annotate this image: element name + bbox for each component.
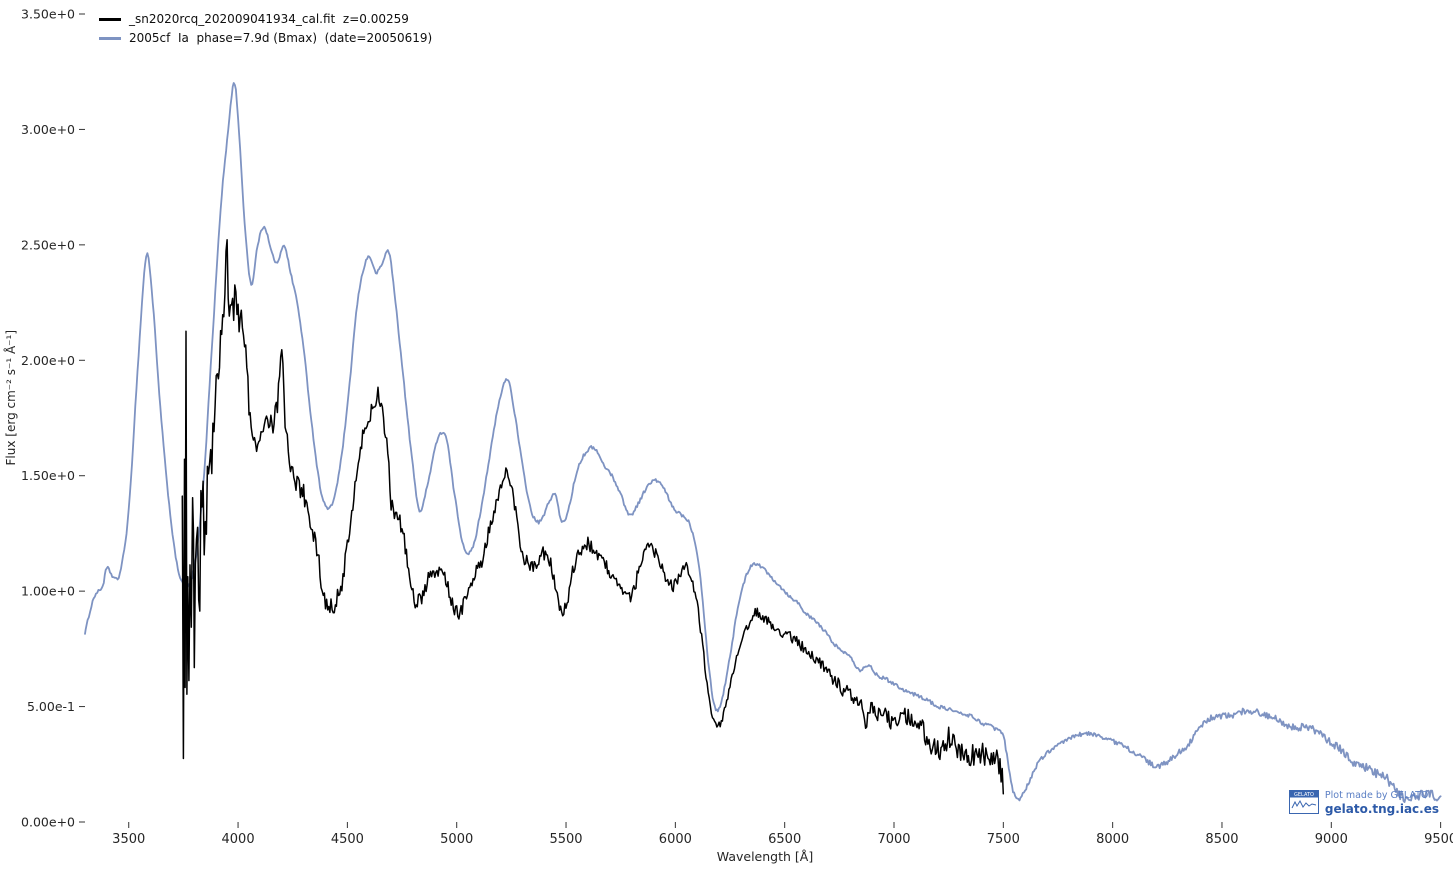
x-tick-label: 3500 <box>112 832 145 847</box>
x-tick-label: 7000 <box>877 832 910 847</box>
x-tick-label: 5500 <box>549 832 582 847</box>
legend-swatch-black-line <box>99 17 121 21</box>
gelato-logo-icon: GELATO <box>1288 790 1319 815</box>
legend-label-2005cf: 2005cf Ia phase=7.9d (Bmax) (date=200506… <box>129 31 433 45</box>
x-tick-label: 4500 <box>331 832 364 847</box>
series-line-sn2020rcq-spectrum <box>181 239 1005 795</box>
x-tick-label: 6000 <box>659 832 692 847</box>
gelato-logo-text: GELATO <box>1294 792 1314 798</box>
gelato-site-link[interactable]: gelato.tng.iac.es <box>1324 802 1439 816</box>
series-line-template-2005cf <box>84 82 1442 803</box>
legend: _sn2020rcq_202009041934_cal.fit z=0.0025… <box>99 12 432 45</box>
y-tick-label: 2.50e+0 <box>21 237 75 252</box>
y-tick-label: 3.00e+0 <box>21 122 75 137</box>
gelato-watermark: GELATO Plot made by GELATO gelato.tng.ia… <box>1288 790 1439 817</box>
x-tick-label: 8000 <box>1096 832 1129 847</box>
y-tick-label: 1.00e+0 <box>21 584 75 599</box>
y-tick-label: 3.50e+0 <box>21 7 75 22</box>
y-axis-label: Flux [erg cm⁻² s⁻¹ Å⁻¹] <box>4 330 18 466</box>
x-tick-label: 4000 <box>222 832 255 847</box>
x-tick-label: 7500 <box>987 832 1020 847</box>
x-tick-label: 8500 <box>1205 832 1238 847</box>
y-tick-label: 0.00e+0 <box>21 815 75 830</box>
legend-entry-2005cf: 2005cf Ia phase=7.9d (Bmax) (date=200506… <box>99 31 432 45</box>
legend-swatch-blue-line <box>99 36 121 40</box>
watermark-caption: Plot made by GELATO <box>1324 790 1429 802</box>
y-tick-label: 2.00e+0 <box>21 353 75 368</box>
x-tick-label: 5000 <box>440 832 473 847</box>
x-tick-label: 9000 <box>1315 832 1348 847</box>
x-axis-label: Wavelength [Å] <box>716 849 814 864</box>
y-tick-label: 1.50e+0 <box>21 468 75 483</box>
legend-label-sn2020rcq: _sn2020rcq_202009041934_cal.fit z=0.0025… <box>129 12 409 26</box>
legend-entry-sn2020rcq: _sn2020rcq_202009041934_cal.fit z=0.0025… <box>99 12 432 26</box>
x-tick-label: 6500 <box>768 832 801 847</box>
y-tick-label: 5.00e-1 <box>27 699 75 714</box>
